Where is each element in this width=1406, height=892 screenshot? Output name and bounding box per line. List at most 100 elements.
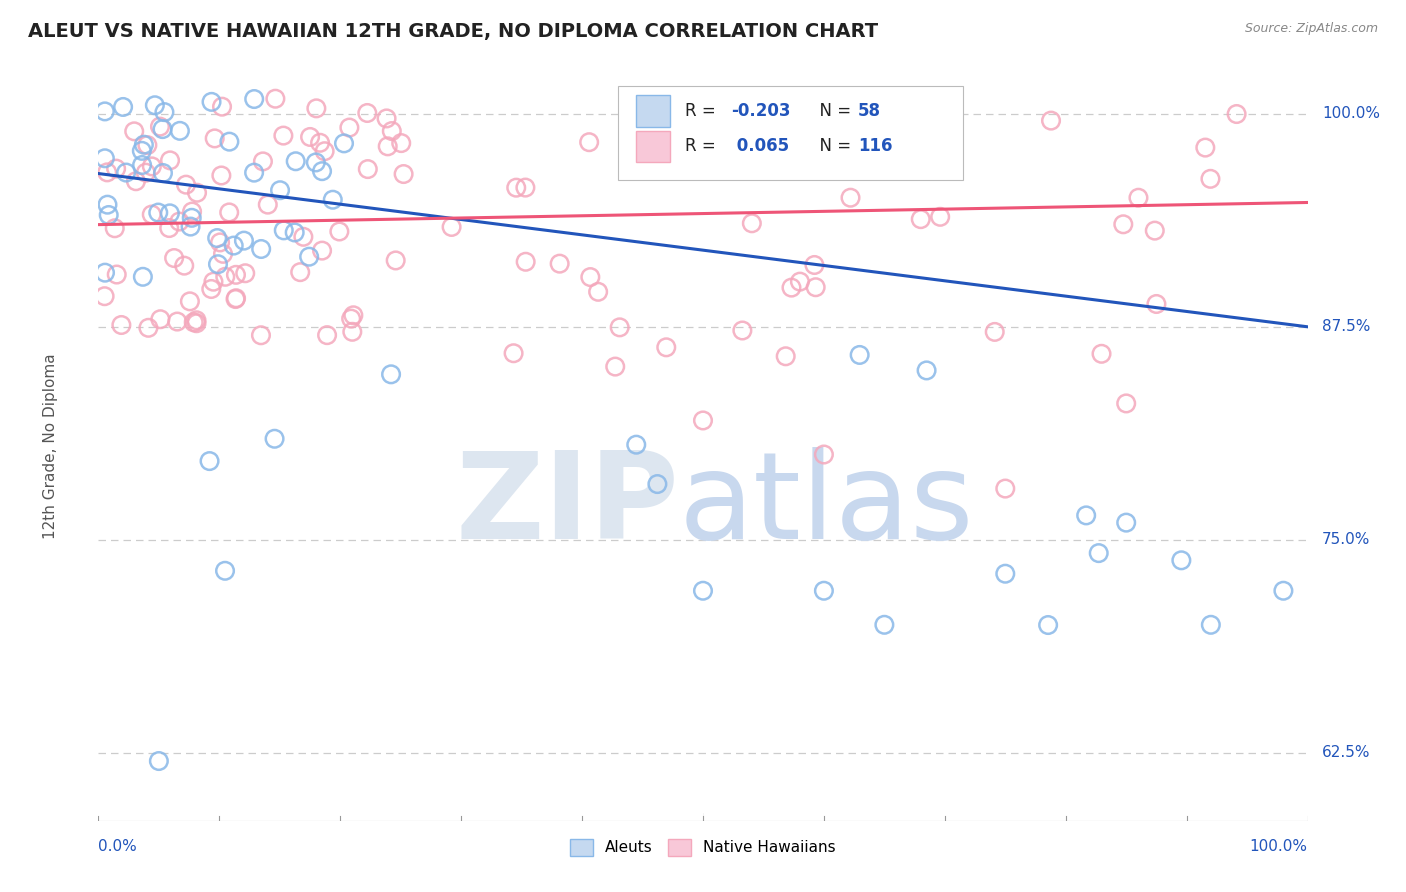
Legend: Aleuts, Native Hawaiians: Aleuts, Native Hawaiians <box>564 833 842 862</box>
Point <box>173 259 195 273</box>
Point <box>626 438 648 452</box>
Point <box>910 212 932 227</box>
Point <box>132 269 155 284</box>
Point <box>797 148 820 162</box>
Point <box>181 204 204 219</box>
Point <box>214 269 236 284</box>
Point <box>149 312 172 326</box>
Point <box>180 219 202 234</box>
Point <box>264 92 287 106</box>
Point <box>692 583 714 598</box>
Point <box>273 223 295 237</box>
Text: ALEUT VS NATIVE HAWAIIAN 12TH GRADE, NO DIPLOMA CORRELATION CHART: ALEUT VS NATIVE HAWAIIAN 12TH GRADE, NO … <box>28 22 879 41</box>
Point <box>1143 224 1166 238</box>
Point <box>655 340 678 354</box>
Point <box>152 122 174 136</box>
Point <box>105 161 128 176</box>
Point <box>233 266 256 280</box>
Text: atlas: atlas <box>679 448 974 565</box>
Point <box>157 221 180 235</box>
Point <box>929 210 952 224</box>
Point <box>609 320 631 334</box>
Point <box>342 308 364 322</box>
Point <box>169 214 191 228</box>
FancyBboxPatch shape <box>637 95 671 127</box>
Text: 62.5%: 62.5% <box>1322 745 1371 760</box>
Point <box>131 158 153 172</box>
Point <box>209 169 232 183</box>
Point <box>174 178 197 192</box>
Text: 100.0%: 100.0% <box>1322 106 1381 121</box>
Point <box>298 250 321 264</box>
Point <box>357 162 380 177</box>
Point <box>273 128 295 143</box>
Point <box>692 413 714 427</box>
Point <box>709 93 731 107</box>
Point <box>309 136 332 150</box>
Point <box>112 100 135 114</box>
Point <box>322 193 344 207</box>
Point <box>645 162 668 177</box>
Point <box>209 235 232 250</box>
Point <box>96 197 118 211</box>
Point <box>205 231 228 245</box>
Point <box>1199 171 1222 186</box>
Point <box>299 130 322 145</box>
Point <box>1112 217 1135 231</box>
Point <box>839 191 862 205</box>
Point <box>915 363 938 377</box>
Point <box>105 268 128 282</box>
Point <box>328 225 350 239</box>
Point <box>152 166 174 180</box>
Point <box>731 324 754 338</box>
Point <box>305 101 328 115</box>
Point <box>122 124 145 138</box>
Point <box>93 289 115 303</box>
Point <box>211 100 233 114</box>
Point <box>233 234 256 248</box>
Point <box>179 294 201 309</box>
Point <box>659 111 682 125</box>
Point <box>741 216 763 230</box>
Point <box>204 131 226 145</box>
Point <box>252 154 274 169</box>
Point <box>1040 113 1063 128</box>
Point <box>873 617 896 632</box>
Point <box>775 349 797 363</box>
Point <box>316 328 339 343</box>
Point <box>269 183 291 197</box>
Point <box>94 266 117 280</box>
Point <box>1090 347 1112 361</box>
Point <box>148 205 170 219</box>
Point <box>135 166 157 180</box>
Point <box>138 321 160 335</box>
Point <box>200 282 222 296</box>
Point <box>389 136 412 150</box>
Point <box>218 205 240 219</box>
Point <box>586 285 609 299</box>
Point <box>149 120 172 134</box>
Point <box>804 280 827 294</box>
Point <box>115 165 138 179</box>
Point <box>440 219 463 234</box>
Text: N =: N = <box>810 102 856 120</box>
Point <box>202 275 225 289</box>
Point <box>250 328 273 343</box>
Point <box>159 153 181 168</box>
Point <box>305 155 328 169</box>
Point <box>515 180 537 194</box>
Point <box>813 583 835 598</box>
Point <box>141 160 163 174</box>
Point <box>342 325 364 339</box>
Point <box>222 238 245 252</box>
Point <box>1226 107 1249 121</box>
Point <box>1199 617 1222 632</box>
Point <box>311 164 333 178</box>
Text: 0.065: 0.065 <box>731 137 789 155</box>
Point <box>180 211 202 225</box>
Text: N =: N = <box>810 137 856 155</box>
Point <box>256 197 278 211</box>
Point <box>186 316 208 330</box>
Point <box>163 251 186 265</box>
Point <box>515 254 537 268</box>
